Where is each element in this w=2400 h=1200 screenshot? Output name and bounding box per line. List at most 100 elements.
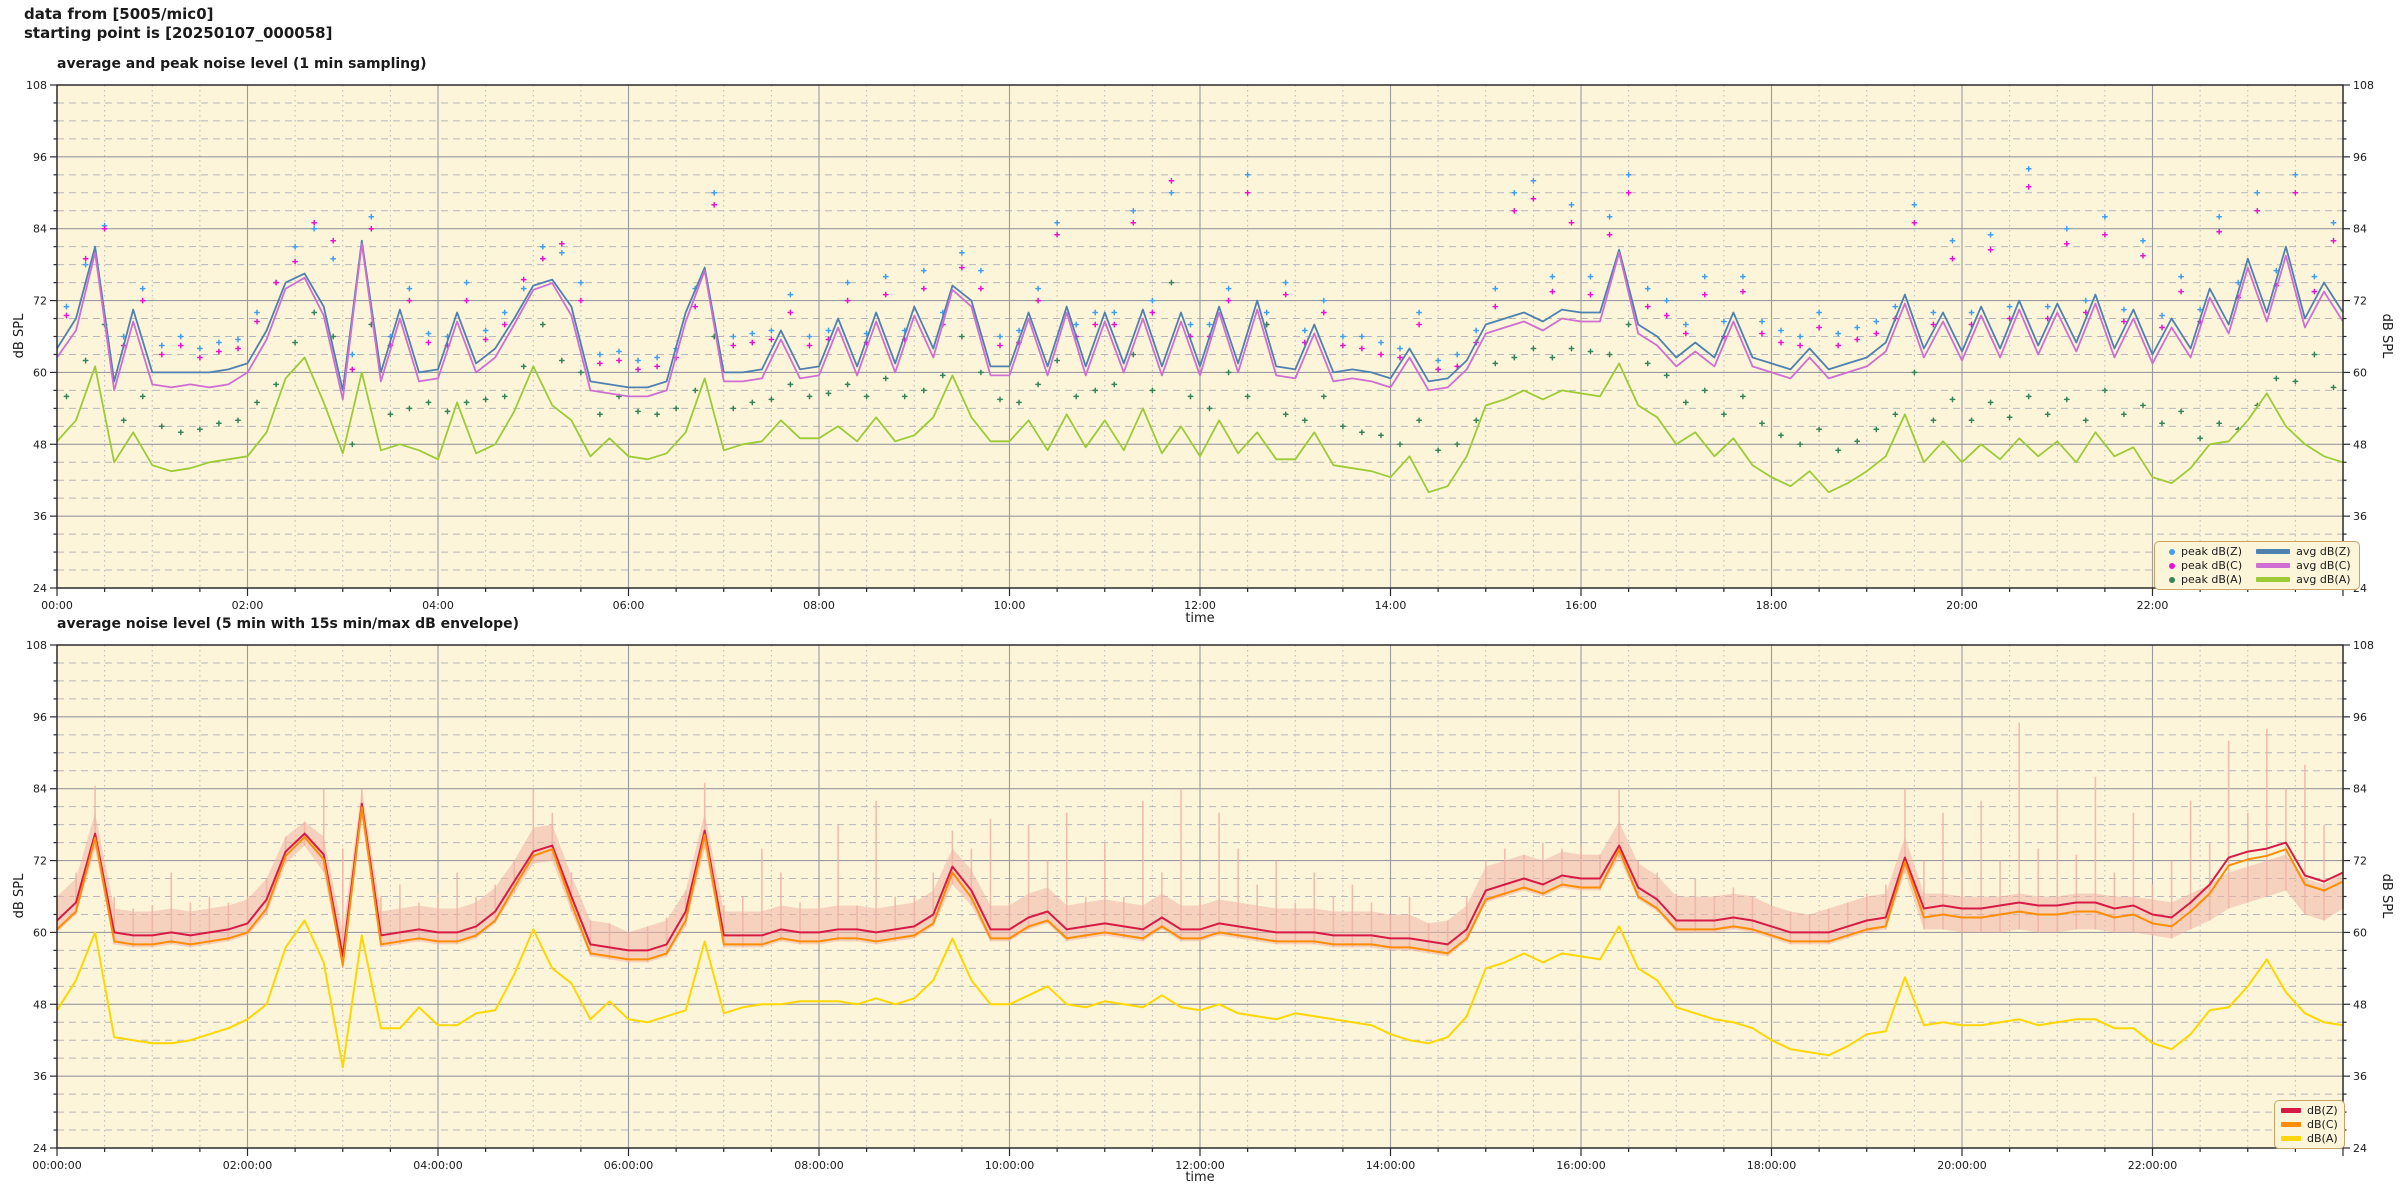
svg-text:10:00:00: 10:00:00 [985, 1159, 1034, 1172]
svg-text:48: 48 [33, 438, 47, 451]
chart1-title: average and peak noise level (1 min samp… [57, 56, 427, 72]
header-line-1: data from [5005/mic0] [24, 5, 214, 23]
svg-text:10:00: 10:00 [994, 599, 1026, 612]
legend-item-avg-dbz: avg dB(Z) [2256, 545, 2351, 558]
legend-label-avg-dbz: avg dB(Z) [2296, 545, 2351, 558]
svg-text:36: 36 [33, 510, 47, 523]
avg-dbc-swatch [2256, 563, 2291, 568]
legend-item-peak-dba: peak dB(A) [2161, 573, 2242, 586]
series-db-z- [56, 802, 2344, 958]
svg-text:60: 60 [33, 366, 47, 379]
chart-1-tick-labels: 00:00 02:00 04:00 06:00 08:00 10:00 12:00 14:00… [26, 79, 2374, 612]
legend-item-avg-dbc: avg dB(C) [2256, 559, 2351, 572]
svg-text:96: 96 [33, 151, 47, 164]
svg-text:72: 72 [2353, 855, 2367, 868]
svg-text:20:00: 20:00 [1946, 599, 1978, 612]
svg-text:84: 84 [2353, 223, 2367, 236]
peak-dba-marker [2169, 576, 2175, 583]
avg-dbz-swatch [2256, 549, 2291, 554]
series-peak-db-a- [63, 279, 2337, 454]
legend-item-peak-dbc: peak dB(C) [2161, 559, 2242, 572]
svg-text:96: 96 [2353, 151, 2367, 164]
chart2-legend: dB(Z) dB(C) dB(A) [2274, 1100, 2345, 1149]
svg-text:20:00:00: 20:00:00 [1937, 1159, 1986, 1172]
svg-text:108: 108 [26, 79, 47, 92]
chart-2-axes-ticks [50, 644, 2350, 1156]
svg-text:96: 96 [2353, 711, 2367, 724]
dba-swatch [2281, 1136, 2301, 1141]
legend-label-dbz: dB(Z) [2307, 1104, 2338, 1117]
series-avg-db-z- [56, 239, 2344, 392]
svg-text:14:00:00: 14:00:00 [1366, 1159, 1415, 1172]
svg-text:22:00: 22:00 [2137, 599, 2169, 612]
legend-label-peak-dbc: peak dB(C) [2181, 559, 2243, 572]
svg-text:04:00: 04:00 [422, 599, 454, 612]
svg-text:02:00:00: 02:00:00 [223, 1159, 272, 1172]
dbz-swatch [2281, 1108, 2301, 1113]
chart-1-plot: 00:00 02:00 04:00 06:00 08:00 10:00 12:00 14:00… [26, 79, 2374, 612]
svg-text:08:00:00: 08:00:00 [794, 1159, 843, 1172]
chart1-xlabel: time [1185, 611, 1215, 626]
svg-text:108: 108 [2353, 79, 2374, 92]
header-line-2: starting point is [20250107_000058] [24, 24, 333, 42]
svg-text:14:00: 14:00 [1375, 599, 1407, 612]
chart2-ylabel-right: dB SPL [2379, 873, 2394, 919]
svg-text:00:00: 00:00 [41, 599, 73, 612]
legend-item-peak-dbz: peak dB(Z) [2161, 545, 2242, 558]
chart1-legend: peak dB(Z) peak dB(C) peak dB(A) avg dB(… [2154, 541, 2360, 590]
svg-text:16:00:00: 16:00:00 [1556, 1159, 1605, 1172]
svg-text:04:00:00: 04:00:00 [413, 1159, 462, 1172]
svg-text:06:00:00: 06:00:00 [604, 1159, 653, 1172]
svg-text:36: 36 [33, 1070, 47, 1083]
legend-label-dbc: dB(C) [2307, 1118, 2338, 1131]
legend-item-avg-dba: avg dB(A) [2256, 573, 2351, 586]
svg-text:22:00:00: 22:00:00 [2128, 1159, 2177, 1172]
series-db-a- [56, 919, 2344, 1069]
dbc-swatch [2281, 1122, 2301, 1127]
svg-text:24: 24 [2353, 1142, 2367, 1155]
peak-dbc-marker [2169, 562, 2175, 569]
legend-label-avg-dba: avg dB(A) [2296, 573, 2351, 586]
svg-text:60: 60 [33, 926, 47, 939]
svg-text:48: 48 [33, 998, 47, 1011]
svg-text:96: 96 [33, 711, 47, 724]
svg-text:36: 36 [2353, 510, 2367, 523]
series-avg-db-c- [56, 242, 2344, 401]
svg-text:84: 84 [33, 223, 47, 236]
svg-text:12:00: 12:00 [1184, 599, 1216, 612]
svg-text:108: 108 [26, 639, 47, 652]
chart2-ylabel-left: dB SPL [12, 873, 27, 919]
svg-text:84: 84 [2353, 783, 2367, 796]
svg-text:08:00: 08:00 [803, 599, 835, 612]
svg-text:84: 84 [33, 783, 47, 796]
chart-2-tick-labels: 00:00:00 02:00:00 04:00:00 06:00:00 08:00:00… [26, 639, 2374, 1172]
chart1-ylabel-right: dB SPL [2379, 313, 2394, 359]
peak-dbz-marker [2169, 548, 2175, 555]
svg-text:12:00:00: 12:00:00 [1175, 1159, 1224, 1172]
legend-item-dbz: dB(Z) [2281, 1104, 2338, 1117]
legend-label-peak-dba: peak dB(A) [2181, 573, 2242, 586]
svg-text:60: 60 [2353, 366, 2367, 379]
legend-label-peak-dbz: peak dB(Z) [2181, 545, 2243, 558]
svg-text:24: 24 [33, 582, 47, 595]
series-db-c- [56, 806, 2344, 967]
svg-text:72: 72 [33, 295, 47, 308]
chart-2-plot: 00:00:00 02:00:00 04:00:00 06:00:00 08:00:00… [26, 639, 2374, 1172]
chart1-ylabel-left: dB SPL [12, 313, 27, 359]
series-peak-db-z- [63, 165, 2337, 364]
svg-text:18:00:00: 18:00:00 [1747, 1159, 1796, 1172]
series-avg-db-a- [56, 356, 2344, 494]
legend-label-dba: dB(A) [2307, 1132, 2338, 1145]
svg-text:72: 72 [2353, 295, 2367, 308]
svg-text:18:00: 18:00 [1756, 599, 1788, 612]
svg-text:72: 72 [33, 855, 47, 868]
chart2-xlabel: time [1185, 1170, 1215, 1185]
svg-text:00:00:00: 00:00:00 [32, 1159, 81, 1172]
svg-text:06:00: 06:00 [613, 599, 645, 612]
svg-text:108: 108 [2353, 639, 2374, 652]
svg-text:16:00: 16:00 [1565, 599, 1597, 612]
legend-item-dba: dB(A) [2281, 1132, 2338, 1145]
svg-text:02:00: 02:00 [232, 599, 264, 612]
